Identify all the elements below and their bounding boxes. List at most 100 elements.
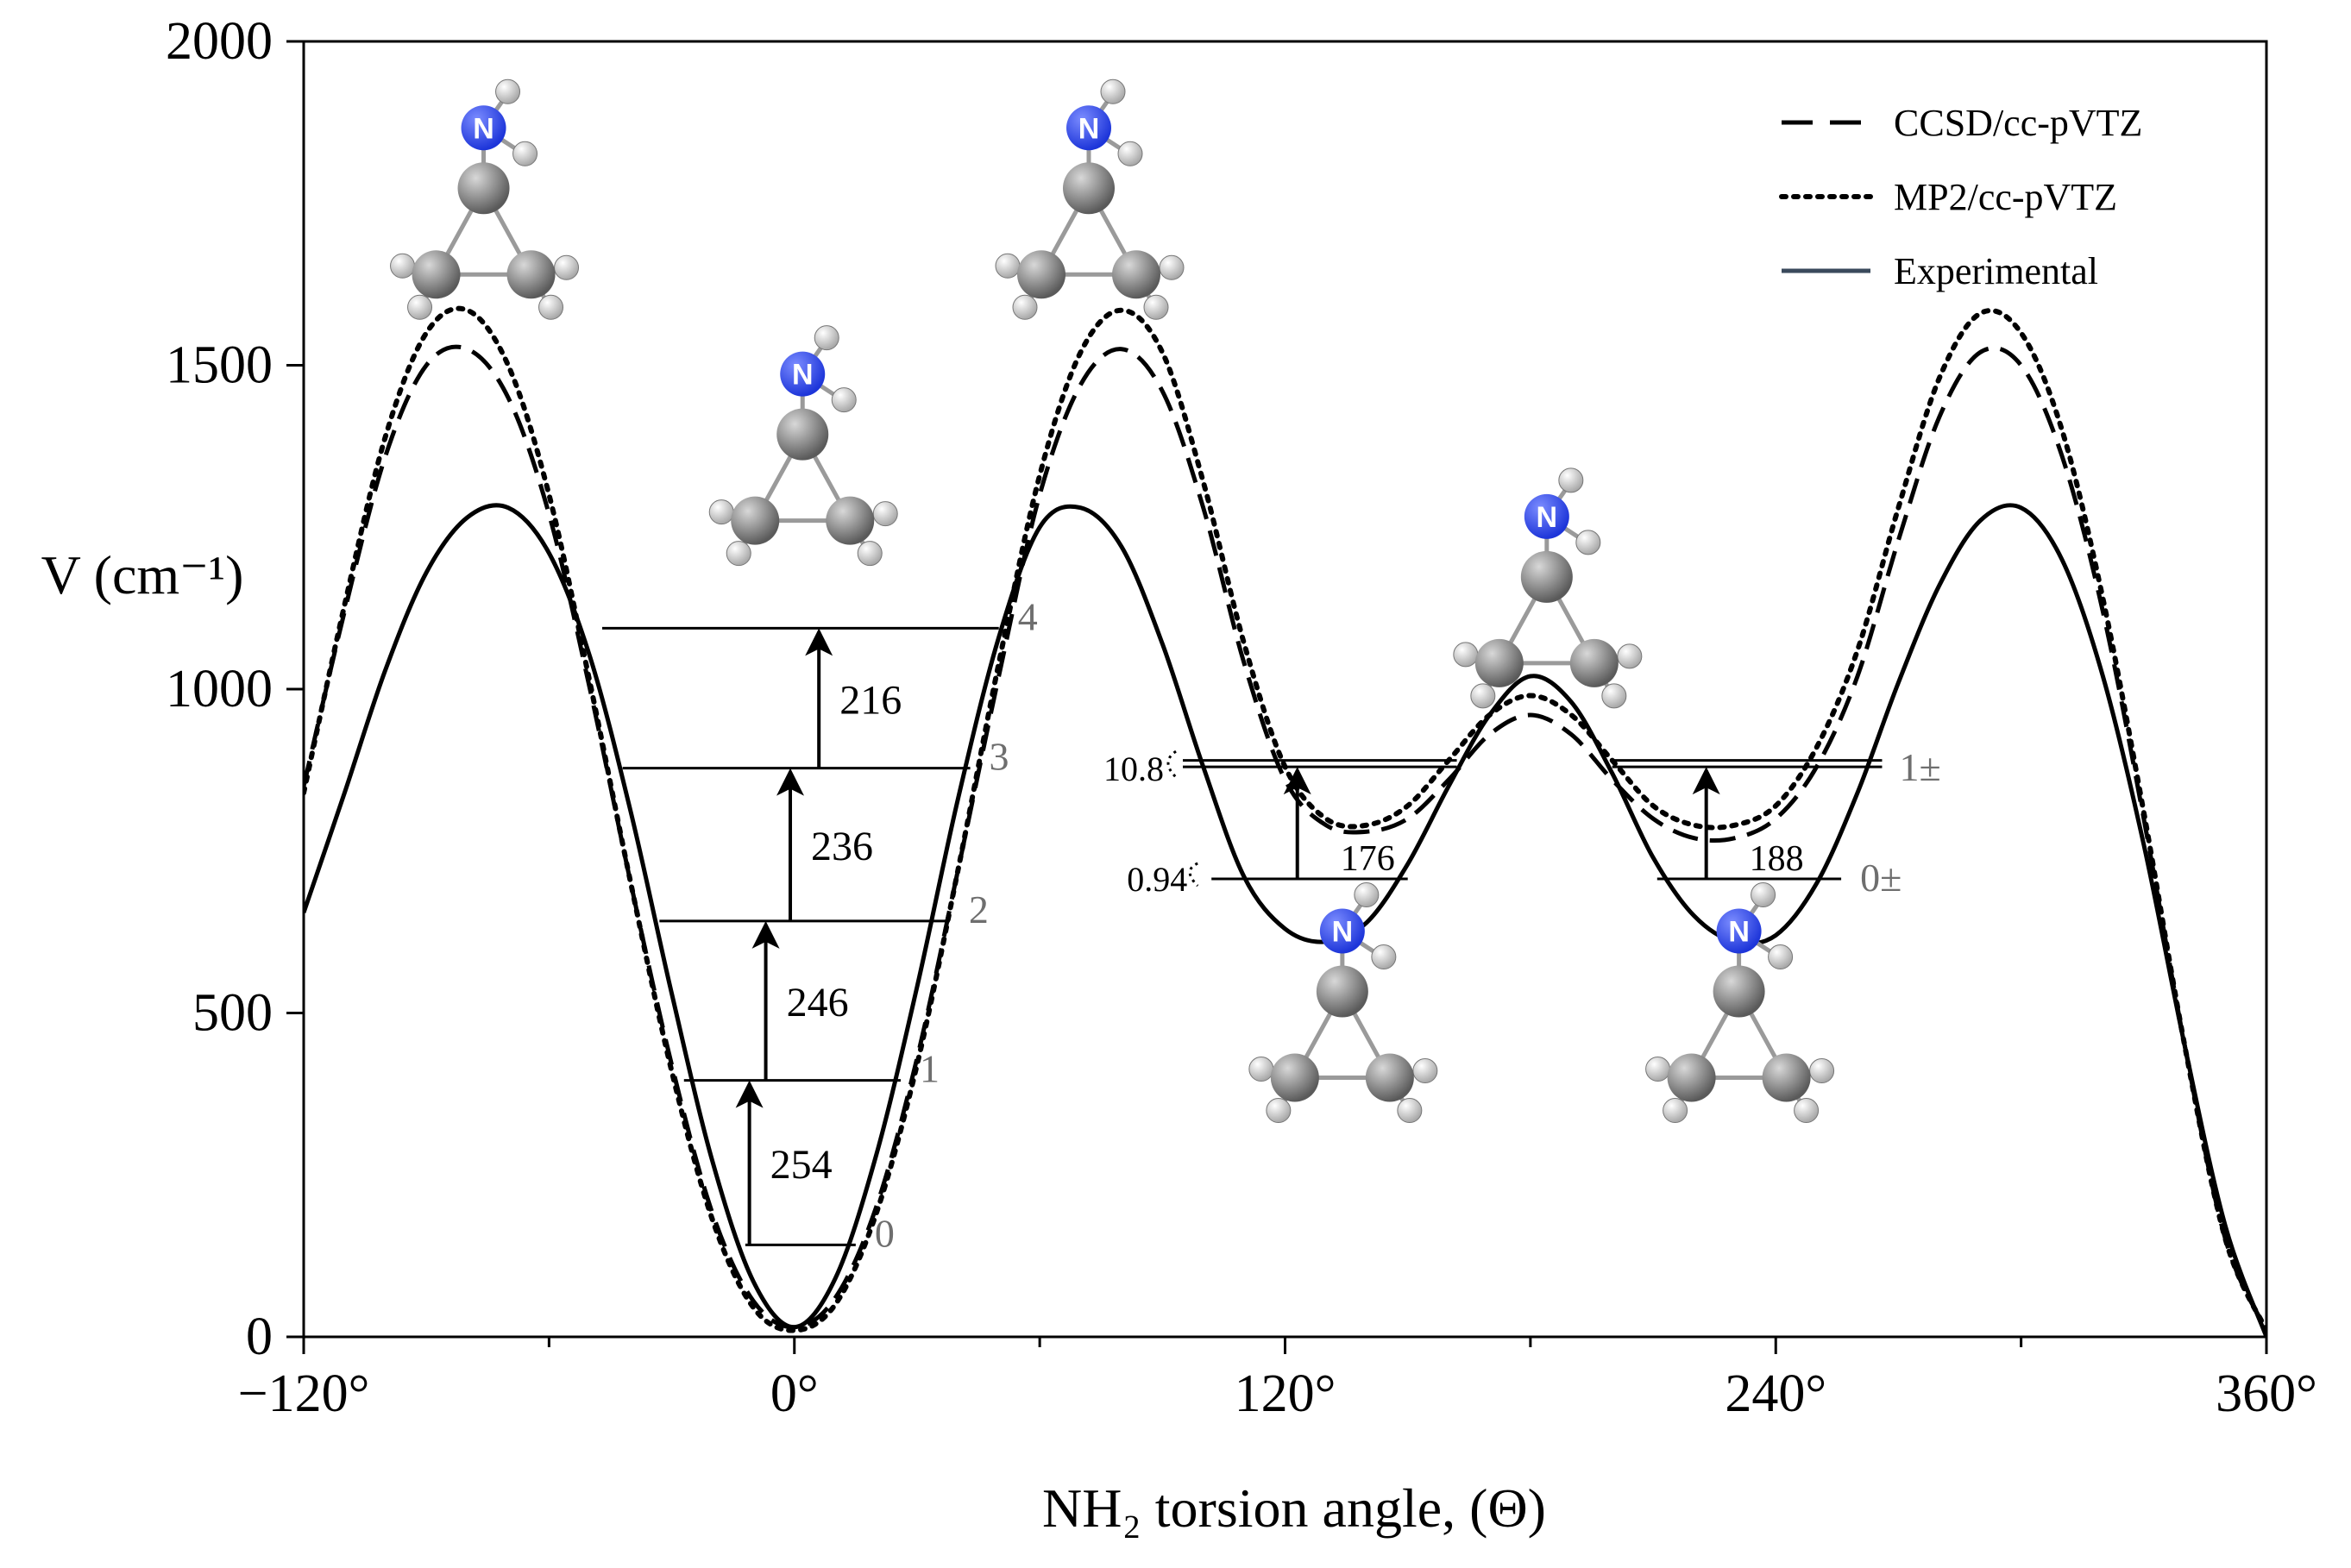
hydrogen-atom-icon (1397, 1098, 1423, 1124)
y-tick-label: 1500 (166, 336, 273, 395)
axes-layer: −120° 0° 120° 240° 360° 0 500 1000 1500 2000 (166, 12, 2317, 1423)
carbon-atom-icon (826, 496, 875, 545)
transition-label-1: 246 (787, 980, 849, 1025)
hydrogen-atom-icon (1453, 642, 1479, 668)
svg-text:N: N (1332, 916, 1354, 949)
series-line-1 (304, 305, 2266, 1333)
carbon-atom-icon (1017, 250, 1065, 299)
svg-text:N: N (792, 359, 814, 392)
nitrogen-atom-icon (1524, 493, 1569, 539)
transition-label-0: 254 (770, 1142, 833, 1188)
hydrogen-atom-icon (1117, 141, 1143, 166)
level-label-3: 3 (990, 735, 1009, 779)
x-tick-label: 0° (770, 1364, 819, 1423)
y-tick-label: 0 (246, 1308, 273, 1366)
svg-text:N: N (1078, 112, 1100, 145)
legend-label-0: CCSD/cc-pVTZ (1894, 102, 2142, 144)
hydrogen-atom-icon (814, 325, 839, 351)
hydrogen-atom-icon (512, 141, 538, 166)
series-line-2 (304, 503, 2266, 1337)
y-axis-title: V (cm⁻¹) (41, 544, 244, 605)
level-label-2: 2 (969, 887, 989, 931)
hydrogen-atom-icon (995, 253, 1021, 279)
level-label-0: 0 (875, 1211, 895, 1255)
hydrogen-atom-icon (831, 387, 857, 413)
svg-text:N: N (1728, 916, 1750, 949)
molecule-well-0: N (708, 325, 898, 567)
legend-label-2: Experimental (1894, 250, 2098, 292)
hydrogen-atom-icon (1248, 1057, 1274, 1082)
hydrogen-atom-icon (1794, 1098, 1820, 1124)
hydrogen-atom-icon (1100, 78, 1126, 104)
carbon-atom-icon (1270, 1053, 1319, 1102)
hydrogen-atom-icon (1809, 1058, 1835, 1084)
molecule-barrier-middle: N (995, 78, 1185, 320)
carbon-atom-icon (1112, 250, 1160, 299)
carbon-atom-icon (1520, 550, 1573, 603)
hydrogen-atom-icon (554, 254, 580, 280)
molecule-barrier-left: N (390, 78, 580, 320)
hydrogen-atom-icon (390, 253, 416, 279)
carbon-atom-icon (1063, 162, 1115, 215)
hydrogen-atom-icon (1601, 683, 1627, 709)
svg-text:N: N (473, 112, 494, 145)
level-label-4: 4 (1018, 594, 1038, 638)
carbon-atom-icon (1365, 1053, 1414, 1102)
x-tick-label: 360° (2216, 1364, 2317, 1423)
hydrogen-atom-icon (407, 294, 433, 320)
hydrogen-atom-icon (538, 294, 564, 320)
hydrogen-atom-icon (1751, 882, 1776, 908)
y-tick-label: 2000 (166, 12, 273, 71)
carbon-atom-icon (457, 162, 510, 215)
carbon-atom-icon (1569, 638, 1619, 687)
splitting-high-label: 10.8 (1103, 750, 1164, 788)
energy-levels-layer: 0 1 2 3 4 254 246 236 216 176 0.94 10.8 188 0± 1± (601, 594, 1941, 1255)
side-well-1: 188 0± 1± (1612, 745, 1941, 900)
side-transition-label-0: 176 (1341, 839, 1395, 879)
carbon-atom-icon (412, 250, 461, 299)
hydrogen-atom-icon (1371, 944, 1397, 970)
hydrogen-atom-icon (1470, 683, 1496, 709)
hydrogen-atom-icon (1143, 294, 1169, 320)
transition-label-3: 216 (839, 678, 902, 724)
level-label-1: 1 (920, 1047, 940, 1091)
molecule-well-180: N (1453, 467, 1643, 709)
hydrogen-atom-icon (1558, 467, 1584, 493)
nitrogen-atom-icon (1066, 105, 1111, 151)
y-tick-label: 1000 (166, 660, 273, 718)
hydrogen-atom-icon (1663, 1098, 1688, 1124)
hydrogen-atom-icon (1266, 1098, 1292, 1124)
hydrogen-atom-icon (708, 499, 734, 525)
splitting-low-label: 0.94 (1127, 860, 1187, 899)
hydrogen-atom-icon (1412, 1058, 1438, 1084)
svg-text:N: N (1537, 501, 1558, 534)
x-tick-label: 120° (1235, 1364, 1336, 1423)
hydrogen-atom-icon (1617, 643, 1643, 669)
hydrogen-atom-icon (495, 78, 521, 104)
carbon-atom-icon (1667, 1053, 1716, 1102)
side-level-high-label: 1± (1899, 745, 1940, 789)
carbon-atom-icon (1713, 965, 1765, 1018)
hydrogen-atom-icon (872, 501, 898, 527)
nitrogen-atom-icon (1716, 908, 1762, 954)
y-tick-label: 500 (192, 984, 273, 1043)
x-tick-label: −120° (238, 1364, 370, 1423)
side-well-0: 176 0.94 10.8 (1103, 750, 1457, 899)
hydrogen-atom-icon (1159, 254, 1185, 280)
hydrogen-atom-icon (1575, 530, 1601, 555)
carbon-atom-icon (731, 496, 780, 545)
hydrogen-atom-icon (1768, 944, 1794, 970)
carbon-atom-icon (776, 408, 829, 461)
hydrogen-atom-icon (726, 541, 751, 567)
carbon-atom-icon (506, 250, 556, 299)
side-transition-label-1: 188 (1750, 839, 1804, 879)
legend-label-1: MP2/cc-pVTZ (1894, 176, 2117, 218)
legend: CCSD/cc-pVTZ MP2/cc-pVTZ Experimental (1779, 102, 2142, 292)
x-axis-title: NH₂ torsion angle, (Θ) (1042, 1477, 1546, 1539)
x-tick-label: 240° (1725, 1364, 1826, 1423)
carbon-atom-icon (1316, 965, 1368, 1018)
nitrogen-atom-icon (780, 351, 826, 397)
transition-label-2: 236 (811, 824, 873, 869)
